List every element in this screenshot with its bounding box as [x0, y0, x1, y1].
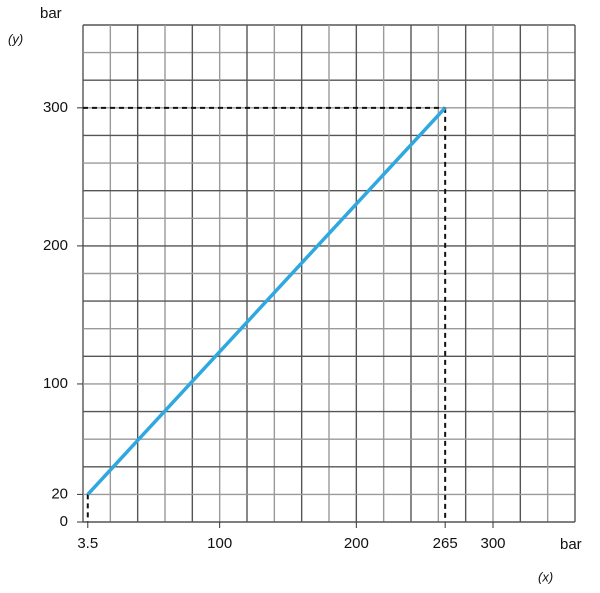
x-tick-label: 200: [344, 535, 369, 552]
data-line: [86, 106, 447, 496]
y-tick-label: 20: [51, 485, 68, 502]
y-tick-label: 200: [43, 237, 68, 254]
y-unit: bar: [40, 5, 62, 22]
x-label: (x): [538, 569, 553, 584]
y-label: (y): [8, 31, 23, 46]
y-tick-label: 0: [60, 513, 68, 530]
y-tick-label: 100: [43, 375, 68, 392]
x-tick-label: 265: [433, 535, 458, 552]
x-tick-label: 300: [480, 535, 505, 552]
x-tick-label: 100: [207, 535, 232, 552]
x-tick-label: 3.5: [77, 535, 98, 552]
x-unit: bar: [560, 536, 582, 553]
y-tick-label: 300: [43, 99, 68, 116]
